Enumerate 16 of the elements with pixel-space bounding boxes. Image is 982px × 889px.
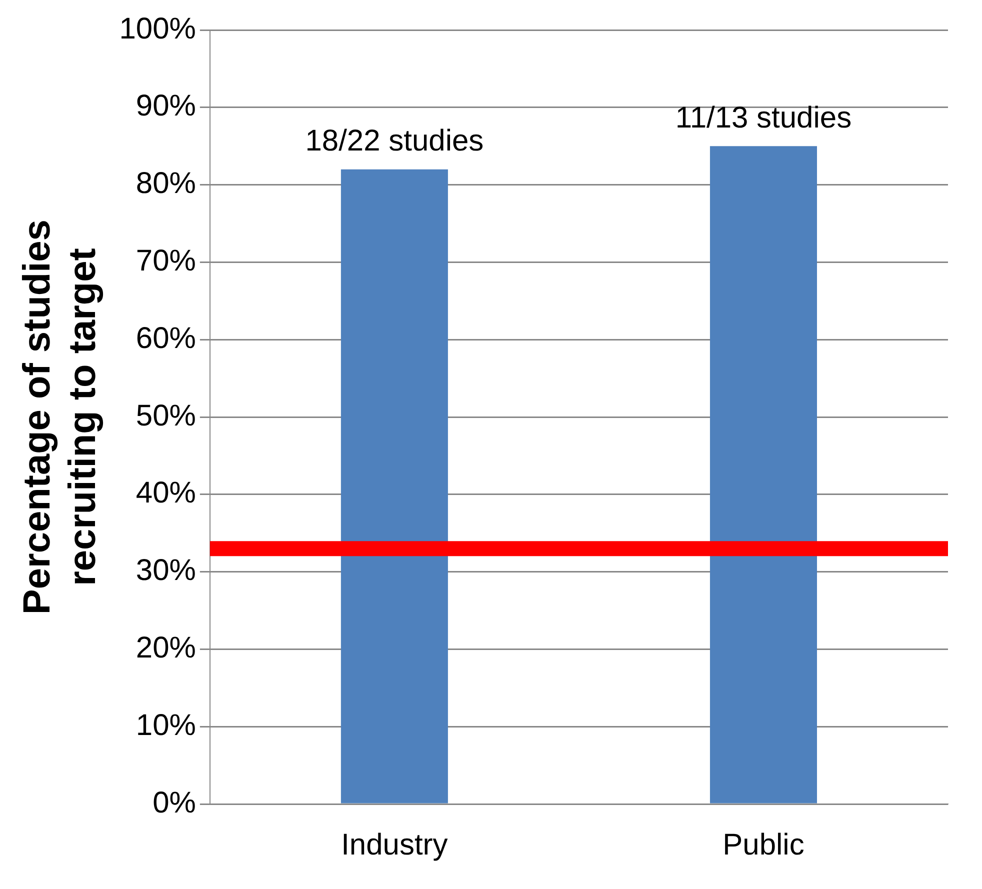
y-axis-title: Percentage of studies recruiting to target (16, 220, 104, 614)
data-label: 11/13 studies (675, 101, 852, 134)
y-tick-label: 60% (136, 322, 196, 355)
y-tick-label: 20% (136, 631, 196, 664)
data-label: 18/22 studies (305, 124, 484, 158)
y-tick-label: 100% (119, 12, 196, 46)
y-tick-label: 70% (136, 244, 196, 278)
y-tick-label: 10% (136, 708, 196, 742)
y-tick-label: 50% (136, 399, 196, 432)
y-tick-label: 90% (136, 90, 196, 123)
y-tick-label: 40% (136, 476, 196, 510)
y-tick-label: 0% (152, 786, 196, 820)
x-tick-label: Public (722, 828, 804, 862)
y-tick-label: 30% (136, 554, 196, 588)
y-tick-label: 80% (136, 167, 196, 200)
x-tick-label: Industry (341, 828, 448, 862)
